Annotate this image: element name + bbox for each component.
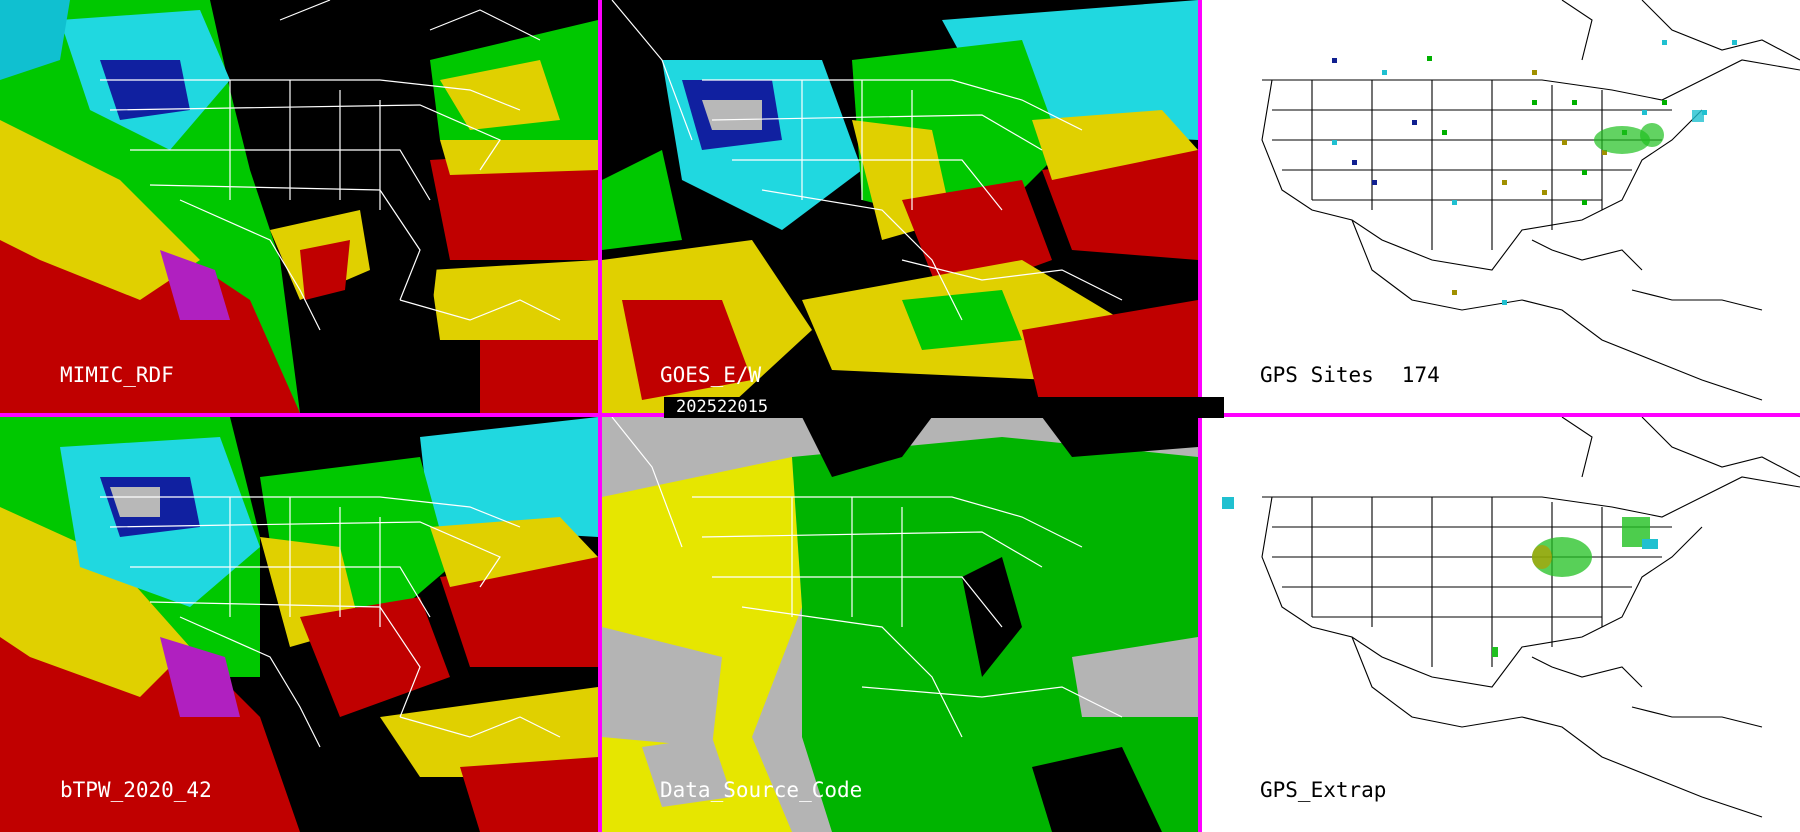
btpw-label: bTPW_2020_42	[60, 778, 212, 802]
mimic-rdf-panel: MIMIC_RDF	[0, 0, 598, 413]
mimic-rdf-map	[0, 0, 598, 413]
gps-extrap-label: GPS_Extrap	[1260, 778, 1387, 802]
data-source-label: Data_Source_Code	[660, 778, 863, 802]
gps-sites-map	[1202, 0, 1800, 413]
btpw-map	[0, 417, 598, 832]
data-source-map	[602, 417, 1198, 832]
data-source-panel: Data_Source_Code	[602, 417, 1198, 832]
goes-ew-label: GOES_E/W	[660, 363, 762, 387]
gps-extrap-map	[1202, 417, 1800, 832]
gps-extrap-panel: GPS_Extrap	[1202, 417, 1800, 832]
timestamp-label: 202522015	[664, 397, 1224, 418]
gps-sites-title: GPS Sites	[1260, 363, 1374, 387]
gps-sites-count: 174	[1401, 363, 1440, 387]
mimic-rdf-label: MIMIC_RDF	[60, 363, 174, 387]
goes-ew-panel: GOES_E/W	[602, 0, 1198, 413]
btpw-panel: bTPW_2020_42	[0, 417, 598, 832]
vertical-divider-left	[598, 0, 602, 832]
goes-ew-map	[602, 0, 1198, 413]
gps-sites-panel: GPS Sites 174	[1202, 0, 1800, 413]
gps-sites-label: GPS Sites 174	[1260, 363, 1440, 387]
